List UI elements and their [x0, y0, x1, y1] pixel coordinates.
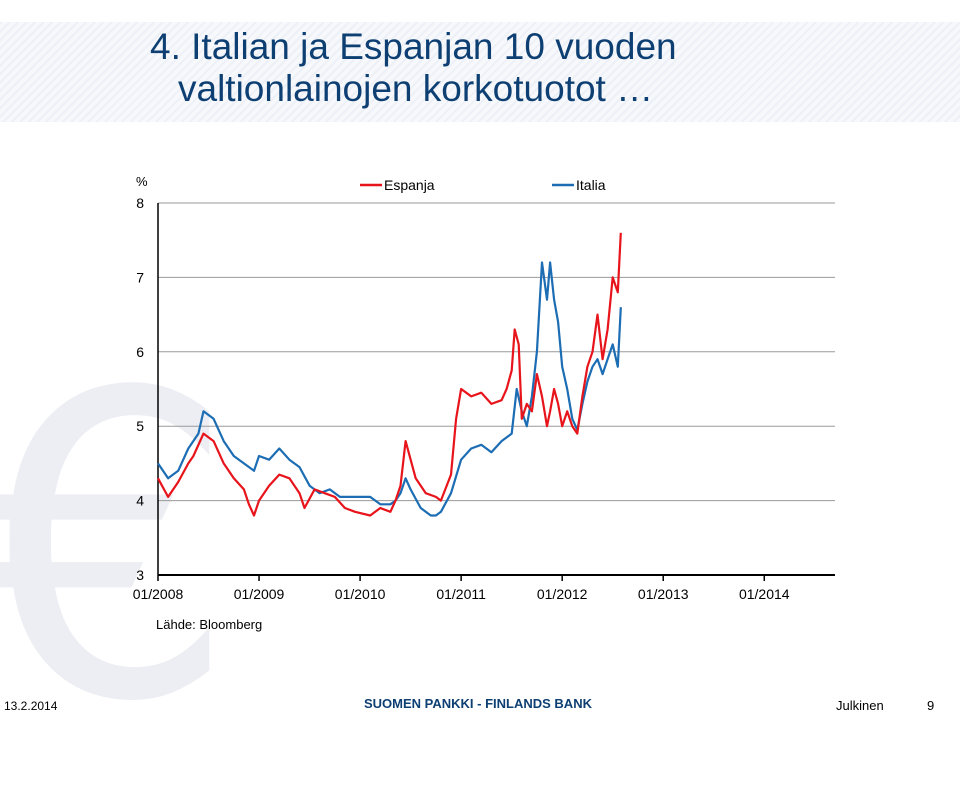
x-tick-label: 01/2009 — [234, 586, 285, 602]
footer-date: 13.2.2014 — [4, 699, 58, 713]
y-tick-label: 4 — [136, 493, 144, 509]
y-axis-label: % — [136, 174, 148, 189]
yield-chart: 3 4 5 6 7 8 01/2008 01/2009 01/2010 01/2011 01/201… — [133, 174, 835, 602]
x-tick-label: 01/2010 — [335, 586, 386, 602]
series-line-espanja — [157, 232, 622, 517]
x-tick-label: 01/2012 — [537, 586, 588, 602]
title-line-1: 4. Italian ja Espanjan 10 vuoden — [150, 26, 677, 67]
source-note: Lähde: Bloomberg — [156, 617, 263, 632]
footer-bank-name: SUOMEN PANKKI - FINLANDS BANK — [364, 696, 592, 711]
footer-page-number: 9 — [927, 698, 935, 713]
legend-label: Italia — [576, 177, 606, 193]
footer-classification: Julkinen — [836, 698, 884, 713]
x-tick-label: 01/2011 — [436, 586, 486, 602]
euro-watermark-icon: € — [0, 305, 238, 794]
header-band — [0, 22, 960, 122]
series-line-italia — [157, 261, 622, 517]
x-tick-label: 01/2008 — [133, 586, 184, 602]
gridlines — [158, 202, 835, 502]
x-tick-label: 01/2013 — [638, 586, 689, 602]
series-lines — [157, 232, 622, 517]
axes: 3 4 5 6 7 8 01/2008 01/2009 01/2010 01/2011 01/201… — [133, 195, 835, 602]
y-tick-label: 8 — [136, 195, 144, 211]
slide-title: 4. Italian ja Espanjan 10 vuoden valtion… — [150, 26, 950, 110]
title-line-2: valtionlainojen korkotuotot … — [178, 68, 654, 109]
y-tick-label: 6 — [136, 344, 144, 360]
x-tick-label: 01/2014 — [739, 586, 790, 602]
y-tick-label: 3 — [136, 567, 144, 583]
legend: Espanja Italia — [360, 177, 606, 193]
y-tick-label: 7 — [136, 269, 144, 285]
legend-label: Espanja — [384, 177, 435, 193]
y-tick-label: 5 — [136, 418, 144, 434]
